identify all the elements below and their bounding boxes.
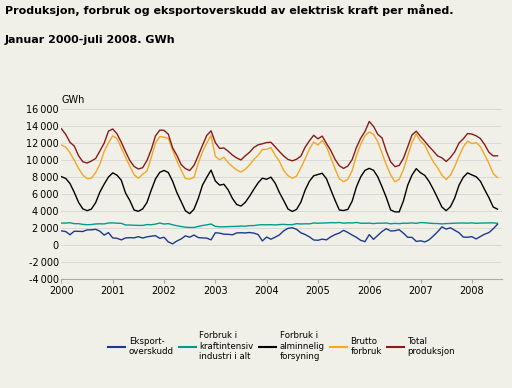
Text: Januar 2000-juli 2008. GWh: Januar 2000-juli 2008. GWh xyxy=(5,35,176,45)
Legend: Eksport-
overskudd, Forbruk i
kraftintensiv
industri i alt, Forbruk i
alminnelig: Eksport- overskudd, Forbruk i kraftinten… xyxy=(108,331,455,361)
Text: GWh: GWh xyxy=(61,95,85,105)
Text: Produksjon, forbruk og eksportoverskudd av elektrisk kraft per måned.: Produksjon, forbruk og eksportoverskudd … xyxy=(5,4,454,16)
